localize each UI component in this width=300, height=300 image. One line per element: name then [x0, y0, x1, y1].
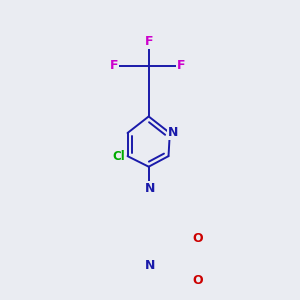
- Text: O: O: [192, 274, 202, 287]
- Text: Cl: Cl: [112, 150, 125, 163]
- Text: O: O: [192, 232, 202, 245]
- Text: F: F: [144, 34, 153, 48]
- Text: N: N: [145, 182, 155, 195]
- Text: F: F: [177, 59, 186, 72]
- Text: F: F: [110, 59, 118, 72]
- Text: N: N: [145, 260, 155, 272]
- Text: N: N: [168, 127, 178, 140]
